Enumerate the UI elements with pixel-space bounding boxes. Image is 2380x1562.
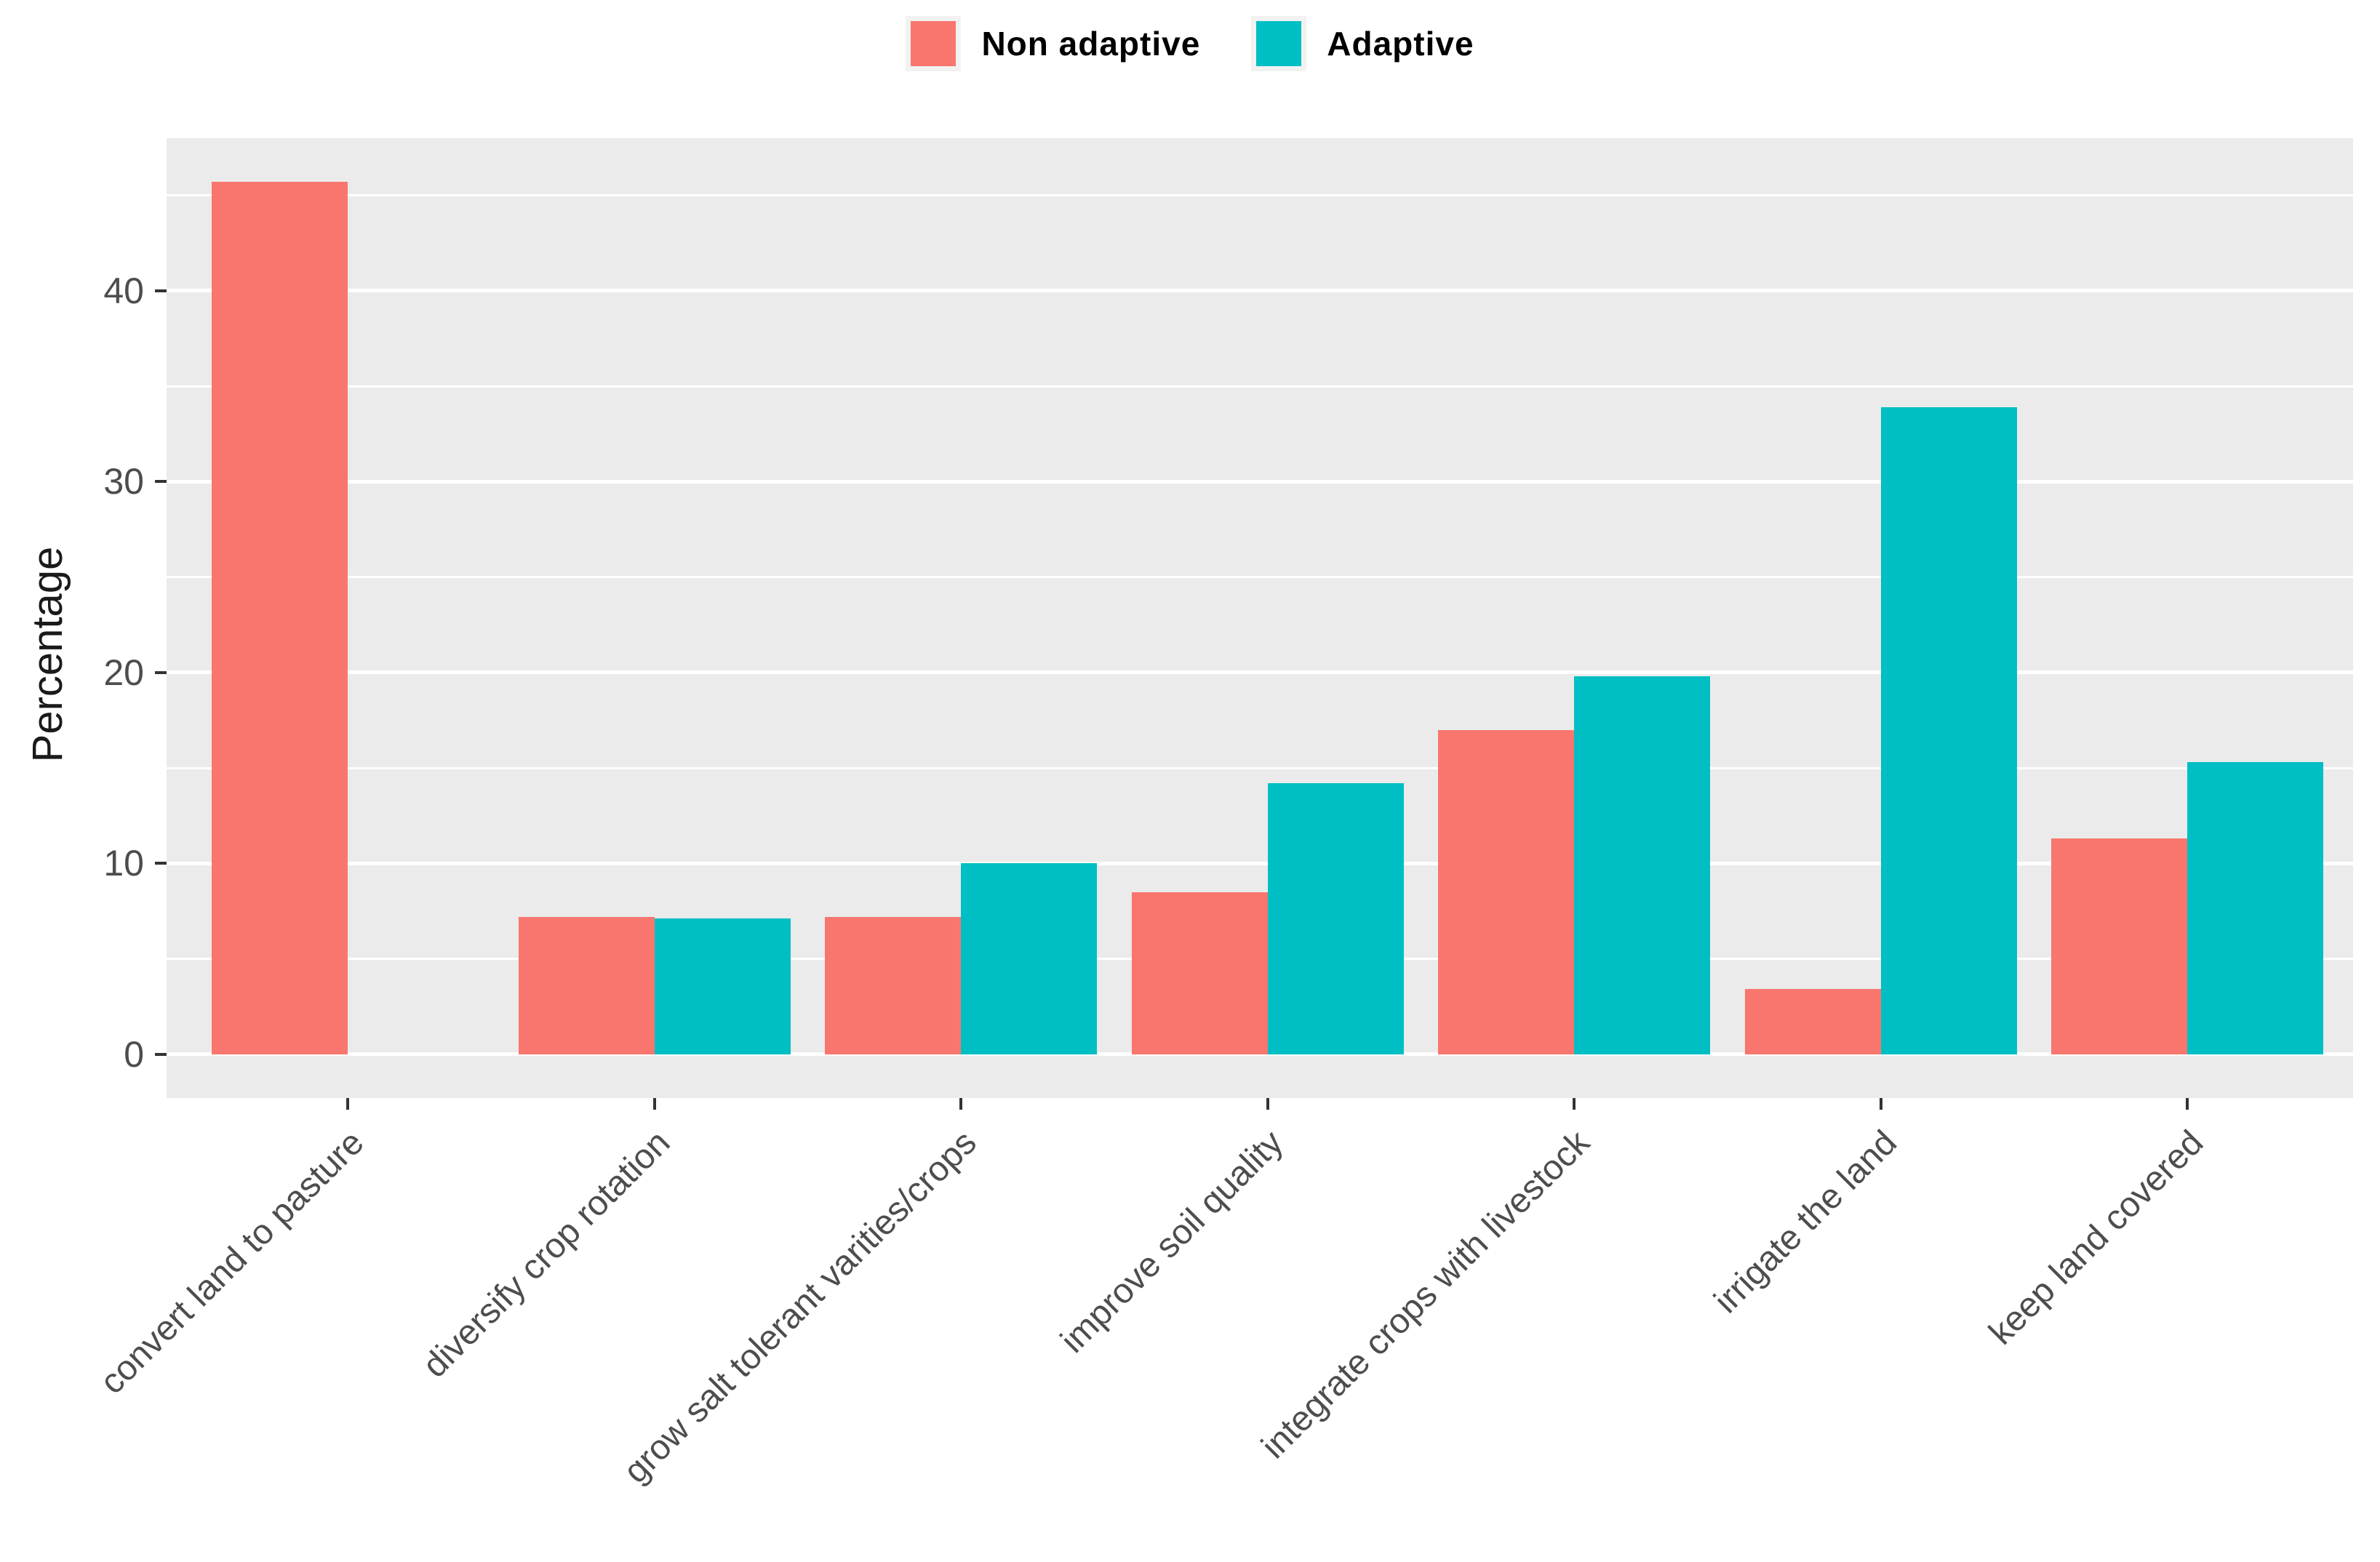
y-axis-tick [155, 670, 167, 674]
color-swatch-icon [1256, 21, 1302, 66]
y-axis-tick-label: 0 [124, 1033, 144, 1075]
y-axis-tick [155, 480, 167, 484]
bar-adaptive [2187, 762, 2323, 1054]
x-axis-tick [652, 1098, 656, 1110]
x-axis-tick-label: keep land covered [1981, 1123, 2211, 1353]
bar-non-adaptive [212, 182, 348, 1054]
x-axis-tick [1573, 1098, 1576, 1110]
bar-non-adaptive [518, 916, 655, 1054]
gridline-major [167, 289, 2353, 293]
x-axis-tick-label: convert land to pasture [92, 1123, 372, 1402]
legend-label: Adaptive [1327, 25, 1474, 63]
x-axis-tick-label: integrate crops with livestock [1254, 1123, 1598, 1467]
chart-legend: Non adaptive Adaptive [0, 16, 2380, 71]
bar-adaptive [1880, 407, 2017, 1054]
y-axis-tick-label: 20 [103, 652, 144, 693]
x-axis-tick [959, 1098, 962, 1110]
legend-key [1251, 16, 1307, 71]
x-axis-tick [346, 1098, 349, 1110]
y-axis-tick-label: 10 [103, 843, 144, 884]
x-axis-tick-label: diversify crop rotation [415, 1123, 678, 1385]
bar-non-adaptive [1744, 989, 1881, 1054]
gridline-major [167, 670, 2353, 675]
x-axis-tick [1266, 1098, 1269, 1110]
x-axis-tick [2186, 1098, 2189, 1110]
bar-non-adaptive [1131, 892, 1268, 1054]
y-axis-tick [155, 289, 167, 292]
gridline-minor [167, 385, 2353, 388]
bar-adaptive [1574, 676, 1710, 1054]
bar-non-adaptive [2051, 838, 2187, 1054]
x-axis-tick-label: improve soil quality [1053, 1123, 1291, 1361]
x-axis-tick-label: irrigate the land [1706, 1123, 1904, 1321]
bar-non-adaptive [825, 916, 961, 1054]
bar-non-adaptive [1438, 729, 1574, 1054]
gridline-major [167, 479, 2353, 484]
bar-adaptive [1267, 782, 1404, 1054]
y-axis-tick-label: 40 [103, 270, 144, 311]
gridline-minor [167, 766, 2353, 769]
y-axis-tick-label: 30 [103, 461, 144, 502]
gridline-minor [167, 194, 2353, 197]
gridline-major [167, 861, 2353, 865]
x-axis-tick-label: grow salt tolerant varities/crops [616, 1123, 985, 1491]
legend-label: Non adaptive [981, 25, 1201, 63]
y-axis-tick [155, 862, 167, 865]
bar-adaptive [654, 918, 791, 1054]
plot-panel [167, 138, 2353, 1098]
legend-key [906, 16, 962, 71]
x-axis-tick [1879, 1098, 1882, 1110]
legend-item: Adaptive [1251, 16, 1474, 71]
color-swatch-icon [911, 21, 957, 66]
legend-item: Non adaptive [906, 16, 1200, 71]
bar-adaptive [961, 863, 1097, 1054]
gridline-major [167, 1052, 2353, 1057]
y-axis-tick [155, 1052, 167, 1056]
gridline-minor [167, 576, 2353, 579]
